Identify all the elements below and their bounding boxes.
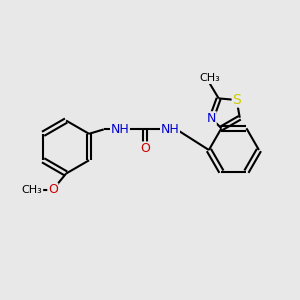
Text: CH₃: CH₃ (200, 74, 220, 83)
Text: NH: NH (111, 123, 129, 136)
Text: O: O (140, 142, 150, 155)
Text: N: N (207, 112, 216, 125)
Text: S: S (232, 93, 241, 107)
Text: O: O (48, 183, 58, 196)
Text: CH₃: CH₃ (22, 185, 43, 195)
Text: NH: NH (160, 123, 179, 136)
